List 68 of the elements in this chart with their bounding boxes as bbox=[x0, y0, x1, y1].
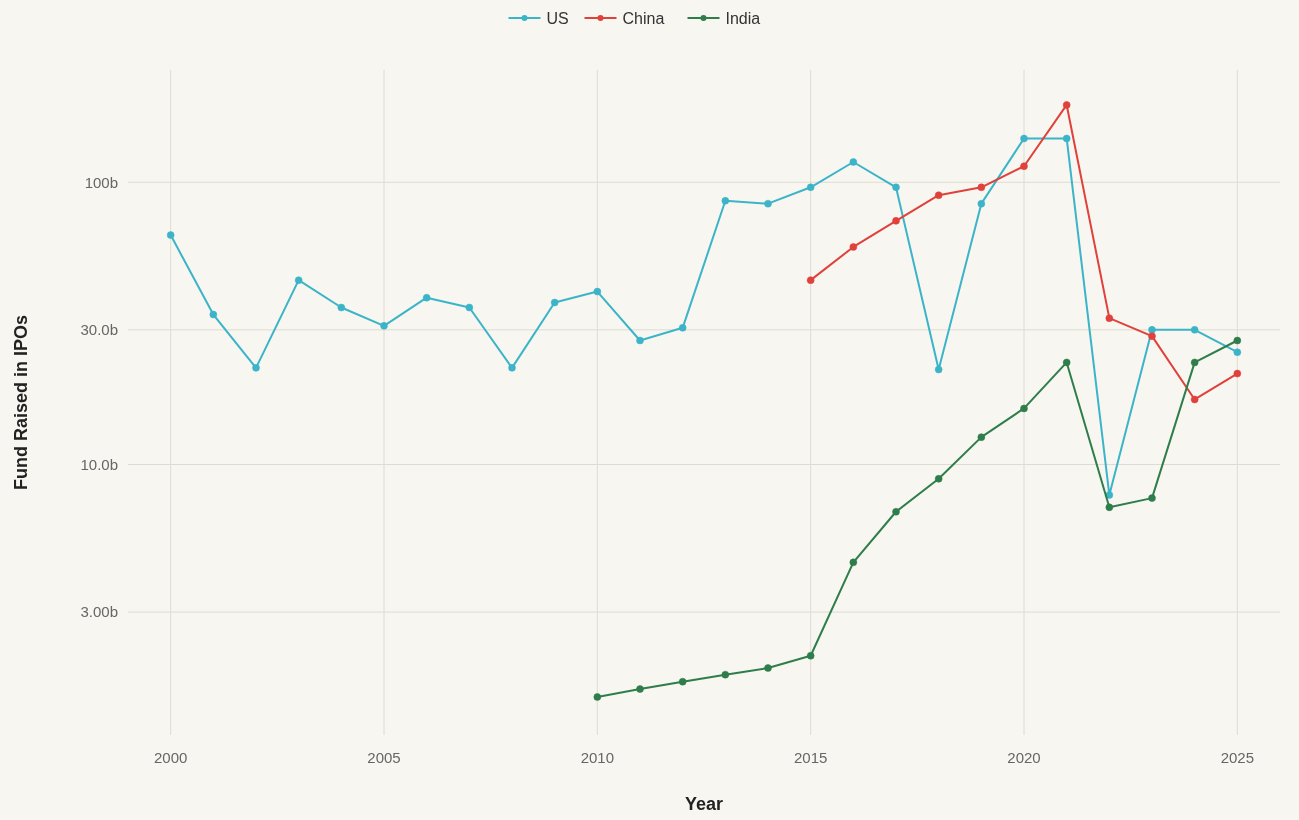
point bbox=[1190, 326, 1199, 334]
point bbox=[934, 475, 943, 483]
point bbox=[678, 324, 687, 332]
point bbox=[380, 322, 388, 330]
point bbox=[721, 197, 730, 205]
point bbox=[1233, 348, 1242, 356]
point bbox=[465, 303, 474, 312]
y-tick-label: 100b bbox=[84, 173, 118, 191]
x-tick-label: 2010 bbox=[580, 749, 615, 766]
point bbox=[593, 693, 602, 701]
point bbox=[1190, 395, 1199, 404]
point bbox=[892, 508, 900, 516]
point bbox=[1148, 494, 1156, 502]
point bbox=[849, 158, 858, 166]
point bbox=[721, 670, 730, 679]
point bbox=[806, 276, 815, 284]
point bbox=[636, 336, 644, 345]
legend-label: US bbox=[546, 9, 569, 27]
point bbox=[806, 183, 815, 192]
x-axis-title: Year bbox=[684, 794, 724, 814]
point bbox=[934, 365, 943, 374]
y-axis-title: Fund Raised in IPOs bbox=[11, 314, 31, 491]
x-tick-label: 2025 bbox=[1220, 749, 1255, 766]
point bbox=[550, 298, 559, 307]
point bbox=[849, 558, 858, 567]
point bbox=[508, 364, 516, 372]
point bbox=[1148, 326, 1156, 334]
y-tick-label: 3.00b bbox=[80, 603, 118, 621]
legend-label: India bbox=[725, 9, 761, 27]
point bbox=[1105, 503, 1114, 512]
x-tick-label: 2015 bbox=[793, 749, 828, 766]
point bbox=[977, 433, 986, 441]
point bbox=[934, 191, 943, 199]
point bbox=[764, 664, 772, 672]
legend-label: China bbox=[622, 9, 665, 27]
point bbox=[252, 364, 260, 372]
point bbox=[1105, 491, 1114, 499]
point bbox=[294, 276, 303, 284]
point bbox=[1062, 101, 1071, 109]
point bbox=[1148, 332, 1156, 340]
point bbox=[422, 293, 431, 302]
point bbox=[337, 303, 346, 312]
point bbox=[849, 243, 858, 251]
point bbox=[806, 652, 815, 660]
point bbox=[209, 310, 218, 319]
x-tick-label: 2000 bbox=[153, 749, 188, 766]
point bbox=[977, 183, 986, 192]
point bbox=[892, 217, 900, 225]
point bbox=[1062, 134, 1071, 143]
point bbox=[1233, 336, 1242, 345]
x-tick-label: 2020 bbox=[1007, 749, 1041, 766]
x-tick-label: 2005 bbox=[367, 749, 401, 766]
point bbox=[1020, 162, 1028, 170]
point bbox=[636, 685, 644, 693]
point bbox=[166, 231, 175, 239]
point bbox=[1020, 404, 1028, 413]
point bbox=[1190, 358, 1199, 367]
point bbox=[1020, 134, 1028, 143]
y-tick-label: 10.0b bbox=[80, 455, 118, 473]
point bbox=[593, 287, 602, 296]
y-tick-label: 30.0b bbox=[80, 321, 118, 339]
point bbox=[892, 183, 900, 192]
point bbox=[678, 677, 687, 686]
point bbox=[1105, 314, 1114, 322]
point bbox=[1233, 369, 1242, 378]
point bbox=[764, 199, 772, 208]
point bbox=[977, 199, 986, 208]
point bbox=[1062, 358, 1071, 367]
